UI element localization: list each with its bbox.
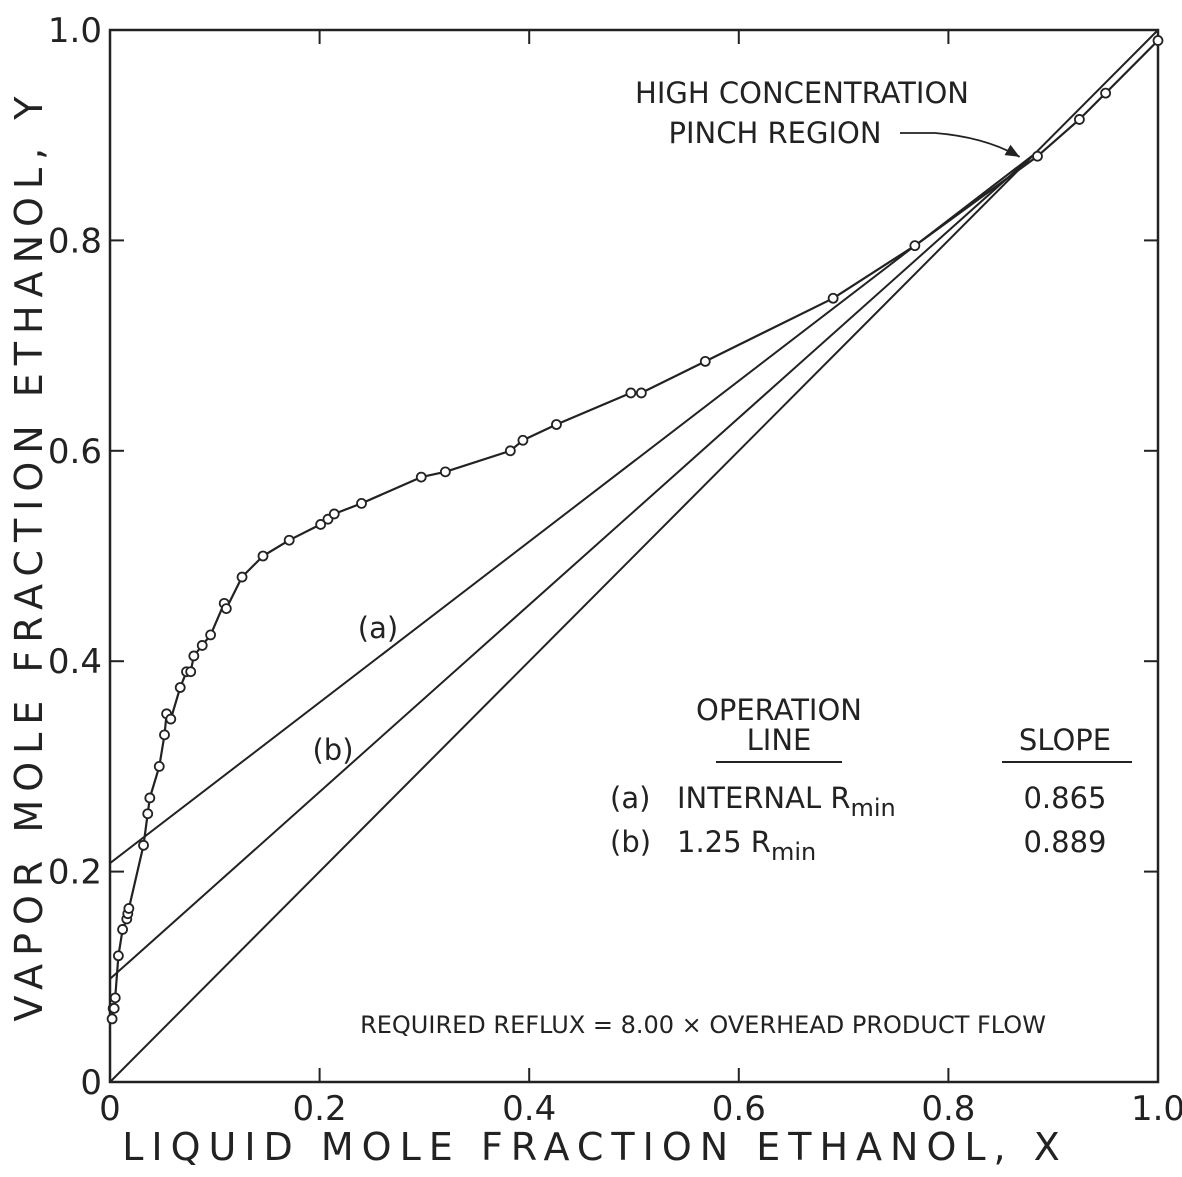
operating-line-a [109,153,1035,864]
table-header-slope: SLOPE [1019,723,1111,757]
data-point [1152,35,1164,46]
y-tick-label: 1.0 [48,11,102,51]
data-point [106,1013,118,1025]
operation-line-table: OPERATION LINE SLOPE (a) INTERNAL Rmin 0… [610,693,1132,866]
data-point [625,387,637,399]
operating-line-b [109,153,1036,980]
y-tick-label: 0.8 [48,221,102,261]
y-tick-label: 0.4 [48,642,102,682]
data-point [159,729,170,741]
data-point [220,603,232,614]
data-point [517,434,529,446]
row-a-main: INTERNAL R [677,781,851,815]
row-b-label: (b) [610,825,651,859]
data-point [551,419,562,430]
data-point [257,550,269,562]
row-b-text: 1.25 Rmin [677,825,816,866]
row-a-slope: 0.865 [1023,781,1106,815]
data-point [109,992,121,1004]
data-point [142,808,154,820]
data-point [699,355,711,367]
row-a-label: (a) [610,781,650,815]
x-tick-label: 0.2 [293,1089,347,1129]
data-point [328,508,340,520]
data-point [1032,150,1043,162]
curve-label-b: (b) [312,733,353,767]
data-point [185,666,197,678]
pinch-label-line1: HIGH CONCENTRATION [635,76,969,110]
y-axis-title: VAPOR MOLE FRACTION ETHANOL, Y [7,89,51,1022]
data-point [188,650,200,662]
reflux-note: REQUIRED REFLUX = 8.00 × OVERHEAD PRODUC… [360,1011,1046,1039]
data-point [236,571,248,583]
data-point [144,792,156,804]
data-point [117,924,128,935]
plot-frame [108,28,1160,1084]
data-point [1074,114,1085,125]
data-point [165,713,177,725]
table-header-line: LINE [747,723,812,757]
x-tick-label: 1.0 [1131,1089,1182,1129]
row-a-text: INTERNAL Rmin [677,781,896,822]
data-point [205,629,217,641]
data-point [635,387,647,399]
row-a-subscript: min [851,794,896,822]
data-point [504,445,516,457]
pinch-label-line2: PINCH REGION [668,116,881,150]
data-point [153,761,165,772]
data-points-layer [106,35,1164,1025]
row-b-subscript: min [771,838,816,866]
x-tick-label: 0.4 [502,1089,556,1129]
row-b-slope: 0.889 [1023,825,1106,859]
x-tick-label: 0 [99,1089,121,1129]
table-header-operation: OPERATION [696,693,862,727]
axis-ticks: 0 0.2 0.4 0.6 0.8 1.0 0 0.2 0.4 0.6 0.8 1.0 [48,11,1182,1129]
data-point [1100,87,1111,99]
data-point [909,240,921,252]
data-point [108,1002,120,1014]
x-tick-label: 0.6 [712,1089,766,1129]
x-axis-title: LIQUID MOLE FRACTION ETHANOL, X [122,1125,1068,1169]
data-point [174,682,186,693]
x-tick-label: 0.8 [921,1089,975,1129]
data-point [138,839,149,851]
pinch-arrowhead [1004,144,1020,157]
curve-label-a: (a) [358,611,398,645]
data-point [439,466,451,478]
pinch-arrow [900,132,1021,158]
data-point [356,497,367,509]
y-tick-label: 0.6 [48,432,102,472]
data-point [315,519,327,530]
diagonal-line [109,29,1159,1083]
data-point [827,292,839,304]
y-tick-label: 0.2 [48,853,102,893]
data-point [196,640,208,651]
data-point [123,903,135,914]
data-point [112,950,124,962]
y-tick-label: 0 [80,1063,102,1103]
data-point [415,471,427,483]
row-b-main: 1.25 R [677,825,771,859]
data-point [283,534,295,546]
